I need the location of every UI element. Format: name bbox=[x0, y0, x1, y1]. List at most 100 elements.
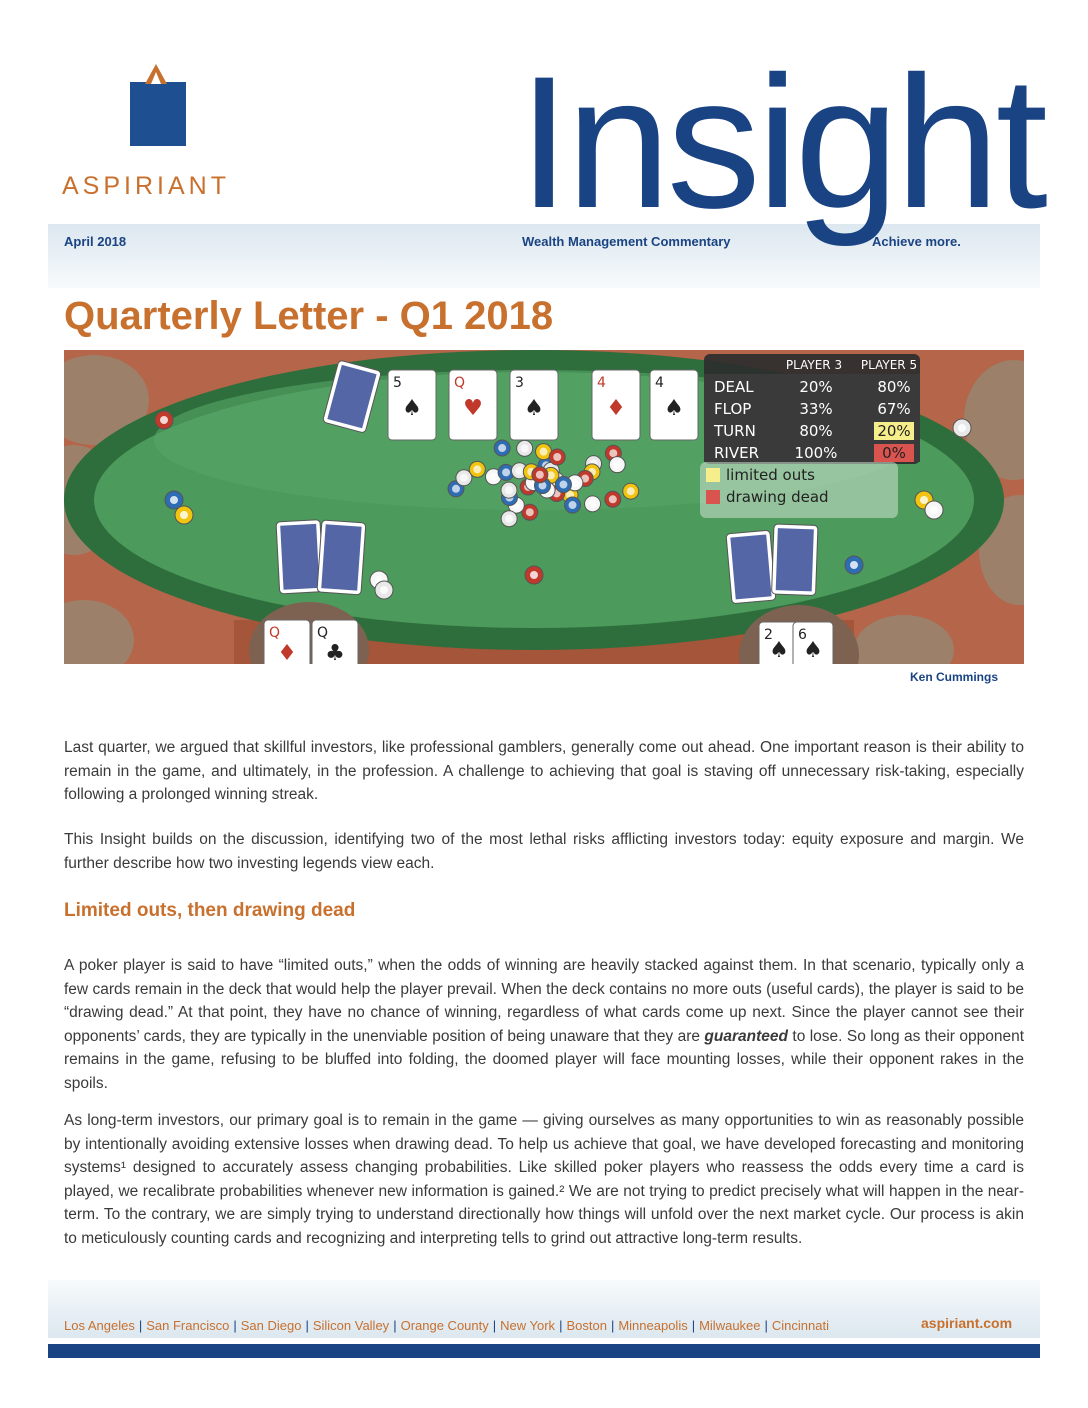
card-suit: ♦ bbox=[606, 396, 626, 421]
chip-center bbox=[850, 561, 858, 569]
odds-player3: 80% bbox=[799, 422, 832, 440]
card-rank: 5 bbox=[393, 375, 402, 391]
card-suit: ♠ bbox=[524, 396, 544, 421]
chip-center bbox=[504, 486, 513, 495]
card-suit: ♣ bbox=[325, 641, 345, 664]
card-rank: 4 bbox=[597, 375, 606, 391]
office-city: Orange County bbox=[400, 1318, 489, 1333]
website-link[interactable]: aspiriant.com bbox=[921, 1315, 1013, 1331]
city-separator: | bbox=[559, 1318, 563, 1333]
player5-card: 6♠ bbox=[792, 621, 834, 664]
player3-hand: Q♦Q♣ bbox=[263, 619, 359, 664]
city-separator: | bbox=[691, 1318, 696, 1333]
odds-player3: 20% bbox=[799, 378, 832, 396]
card-rank: 4 bbox=[655, 375, 664, 391]
city-separator: | bbox=[492, 1318, 497, 1333]
chip-center bbox=[609, 449, 618, 458]
chip-center bbox=[546, 471, 555, 480]
chip-center bbox=[380, 586, 388, 594]
paragraph-long-term: As long-term investors, our primary goal… bbox=[64, 1112, 1024, 1247]
office-city: San Francisco bbox=[146, 1318, 230, 1333]
community-card: 5♠ bbox=[387, 369, 437, 441]
odds-player3: 33% bbox=[799, 400, 832, 418]
office-city: Los Angeles bbox=[64, 1318, 135, 1333]
odds-player5: 20% bbox=[877, 422, 910, 440]
card-rank: Q bbox=[269, 625, 280, 641]
facedown-cards-player3 bbox=[275, 519, 367, 596]
emphasis-text: guaranteed bbox=[704, 1027, 788, 1045]
chip-center bbox=[559, 480, 568, 489]
odds-stage: RIVER bbox=[714, 444, 759, 462]
text: to lose. So long as their opponent remai… bbox=[64, 1027, 1024, 1092]
chip-center bbox=[505, 514, 514, 523]
section-heading: Limited outs, then drawing dead bbox=[64, 900, 356, 921]
odds-player5: 80% bbox=[877, 378, 910, 396]
logo-peak-inner bbox=[151, 72, 161, 84]
office-city: Minneapolis bbox=[618, 1318, 688, 1333]
player3-card: Q♦ bbox=[263, 619, 311, 664]
chip-center bbox=[538, 481, 547, 490]
chip-center bbox=[525, 508, 534, 517]
card-suit: ♥ bbox=[463, 396, 483, 421]
legend-swatch bbox=[706, 490, 720, 504]
footer-office-list: Los Angeles | San Francisco | San Diego | Sili… bbox=[64, 1318, 829, 1333]
chip-center bbox=[473, 465, 482, 474]
legend-label: drawing dead bbox=[726, 488, 829, 506]
chip-center bbox=[588, 499, 597, 508]
chip-center bbox=[451, 484, 460, 493]
facedown-cards-player5 bbox=[725, 523, 819, 604]
community-card: Q♥ bbox=[448, 369, 498, 441]
odds-header: PLAYER 5 bbox=[861, 358, 917, 372]
chip-center bbox=[502, 468, 511, 477]
legend-swatch bbox=[706, 468, 720, 482]
odds-stage: TURN bbox=[713, 422, 756, 440]
chip-center bbox=[459, 473, 468, 482]
header-band bbox=[48, 224, 1040, 288]
community-card: 4♦ bbox=[591, 369, 641, 441]
city-separator: | bbox=[305, 1318, 309, 1333]
office-city: Milwaukee bbox=[699, 1318, 761, 1333]
card-rank: Q bbox=[454, 375, 465, 391]
text: A poker player is said to have “limited … bbox=[64, 957, 1024, 1045]
paragraph-intro: Last quarter, we argued that skillful in… bbox=[64, 739, 1024, 803]
issue-date: April 2018 bbox=[64, 234, 127, 249]
odds-panel: PLAYER 3 PLAYER 5 DEAL 20% 80% FLOP 33% 67% TURN… bbox=[700, 354, 920, 518]
city-separator: | bbox=[610, 1318, 615, 1333]
city-separator: | bbox=[393, 1318, 397, 1333]
office-city: Cincinnati bbox=[771, 1318, 829, 1333]
chip-center bbox=[958, 424, 966, 432]
chip-center bbox=[170, 496, 178, 504]
community-card: 4♠ bbox=[649, 369, 699, 441]
card-rank: 6 bbox=[798, 627, 807, 643]
poker-table-illustration: 5♠Q♥3♠4♦4♠ Q♦Q♣ 2♠6♠ PLAYER 3 PLAYER 5DEA… bbox=[64, 350, 1024, 664]
chip-center bbox=[489, 472, 498, 481]
office-city: Boston bbox=[566, 1318, 607, 1333]
chip-center bbox=[581, 474, 590, 483]
office-city: San Diego bbox=[240, 1318, 302, 1333]
chip-center bbox=[930, 506, 938, 514]
chip-center bbox=[515, 466, 524, 475]
chip-center bbox=[539, 447, 548, 456]
office-city: New York bbox=[500, 1318, 556, 1333]
odds-highlight bbox=[874, 444, 914, 462]
card-rank: 3 bbox=[515, 375, 524, 391]
footer-band bbox=[48, 1280, 1040, 1338]
odds-header: PLAYER 3 bbox=[786, 358, 842, 372]
city-separator: | bbox=[233, 1318, 237, 1333]
chip-center bbox=[920, 496, 928, 504]
paragraph-limited-outs: A poker player is said to have “limited … bbox=[64, 954, 1024, 1095]
publication-subtitle: Wealth Management Commentary bbox=[522, 234, 731, 249]
tagline: Achieve more. bbox=[872, 234, 961, 249]
card-suit: ♦ bbox=[277, 641, 297, 664]
publication-title: Insight bbox=[518, 37, 1048, 247]
card-rank: 2 bbox=[764, 627, 773, 643]
community-card: 3♠ bbox=[509, 369, 559, 441]
legend-label: limited outs bbox=[726, 466, 815, 484]
city-separator: | bbox=[764, 1318, 768, 1333]
odds-player3: 100% bbox=[795, 444, 838, 462]
odds-stage: DEAL bbox=[714, 378, 754, 396]
odds-highlight bbox=[874, 422, 914, 440]
card-deck bbox=[322, 360, 382, 433]
footer-bar bbox=[48, 1344, 1040, 1358]
card-rank: Q bbox=[317, 625, 328, 641]
